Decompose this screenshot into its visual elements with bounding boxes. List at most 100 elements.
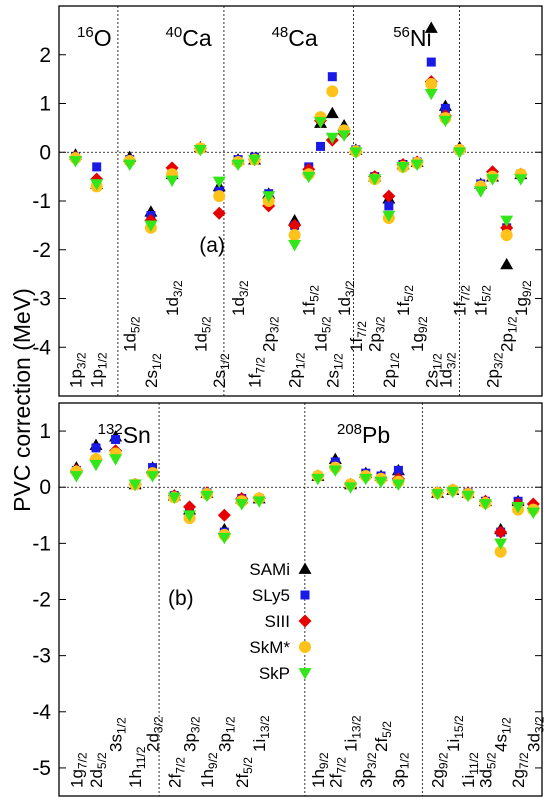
y-tick-label: -1 [32,190,51,213]
data-point-skp [511,501,525,514]
data-point-skp [374,476,388,489]
data-point-skmstar [494,545,507,558]
data-point-skp [382,210,396,223]
level-label: 3d3/2 [524,716,546,752]
nucleus-label: 56Ni [393,24,431,51]
level-label: 2p1/2 [498,316,520,352]
data-point-skp [165,175,179,188]
data-point-skp [344,482,358,494]
legend-marker [298,614,312,628]
level-label: 1f5/2 [472,285,494,316]
data-point-skp [410,159,424,171]
level-label: 2f7/2 [165,757,187,788]
level-label: 1p3/2 [66,352,88,388]
legend-marker [300,590,310,600]
level-label: 1d5/2 [312,316,334,352]
y-tick-label: -4 [32,701,51,724]
data-point-skmstar [326,85,339,98]
level-label: 1d3/2 [229,280,251,316]
level-label: 1i11/2 [459,752,481,788]
data-point-sly5 [316,141,326,151]
panel-b: 1 0 -1 -2 -3 -4 -5 132Sn 208Pb (b) 1g7/22d5/23s1/2… [32,402,546,797]
data-point-skp [109,454,123,466]
data-point-skp [325,132,339,145]
nucleus-label: 208Pb [337,421,390,448]
level-label: 3p3/2 [357,752,379,788]
level-label: 1d5/2 [121,316,143,352]
level-label: 1f5/2 [300,285,322,316]
y-tick-label: -2 [32,589,51,612]
data-point-skp [359,473,373,486]
level-label: 2g9/2 [429,752,451,788]
data-point-skp [446,486,460,499]
data-point-skp [431,489,445,501]
level-label: 3p1/2 [389,752,411,788]
data-point-skp [200,490,214,503]
data-point-sly5 [327,72,337,82]
level-label: 1d5/2 [191,316,213,352]
level-label: 1i13/2 [342,715,364,752]
level-label: 1f7/2 [451,285,473,316]
data-point-skp [252,496,266,508]
data-point-sly5 [440,103,450,113]
legend-label: SkP [259,664,290,683]
level-label: 2s1/2 [422,353,444,388]
data-point-sly5 [91,443,101,453]
level-label: 2p1/2 [380,352,402,388]
data-point-siii [288,218,302,232]
y-axis-label: PVC correction (MeV) [9,288,35,512]
data-point-skp [144,220,158,232]
level-label: 1d3/2 [335,280,357,316]
legend-marker [298,562,312,574]
y-tick-label: 1 [39,93,51,116]
data-point-skp [90,179,104,191]
level-label: 1h9/2 [309,752,331,788]
data-point-skmstar [425,78,438,90]
data-point-siii [217,508,231,522]
level-label: 2d5/2 [87,752,109,788]
level-label: 2s1/2 [142,353,164,388]
data-point-skp [231,159,245,171]
data-point-skmstar [213,190,226,203]
level-label: 2p3/2 [260,316,282,352]
data-point-siii [382,189,396,203]
data-point-skp [424,88,438,101]
data-point-skp [391,479,405,491]
level-label: 3d5/2 [476,752,498,788]
data-point-skp [217,532,231,545]
data-point-sly5 [426,57,436,67]
level-label: 2g7/2 [509,752,531,788]
data-point-skp [123,159,137,171]
nucleus-label: 48Ca [272,24,318,51]
level-label: 2p3/2 [484,352,506,388]
level-label: 1d3/2 [163,280,185,316]
data-point-skp [486,174,500,186]
data-point-skp [89,459,103,472]
data-point-sami [500,257,514,270]
level-label: 1h9/2 [198,752,220,788]
data-point-skp [146,471,160,483]
data-point-skp [212,176,226,188]
data-point-skmstar [500,229,513,242]
data-point-skp [302,171,316,184]
data-point-skp [368,174,382,186]
panel-label: (b) [168,587,194,610]
legend: SAMi SLy5 SIII SkM* SkP [249,560,312,683]
y-tick-label: -1 [32,532,51,555]
level-label: 3p3/2 [181,716,203,752]
legend-label: SLy5 [252,586,290,605]
data-point-skp [288,240,302,252]
level-label: 2f5/2 [372,721,394,752]
y-tick-label: 2 [39,44,51,67]
level-label: 1g7/2 [67,752,89,788]
level-label: 1p1/2 [88,352,110,388]
y-tick-label: 0 [39,476,51,499]
panel-label: (a) [199,234,225,257]
legend-marker [299,641,311,653]
level-label: 1i15/2 [444,715,466,752]
data-point-skp [461,490,475,503]
level-label: 2d3/2 [144,716,166,752]
level-label: 2s1/2 [323,353,345,388]
